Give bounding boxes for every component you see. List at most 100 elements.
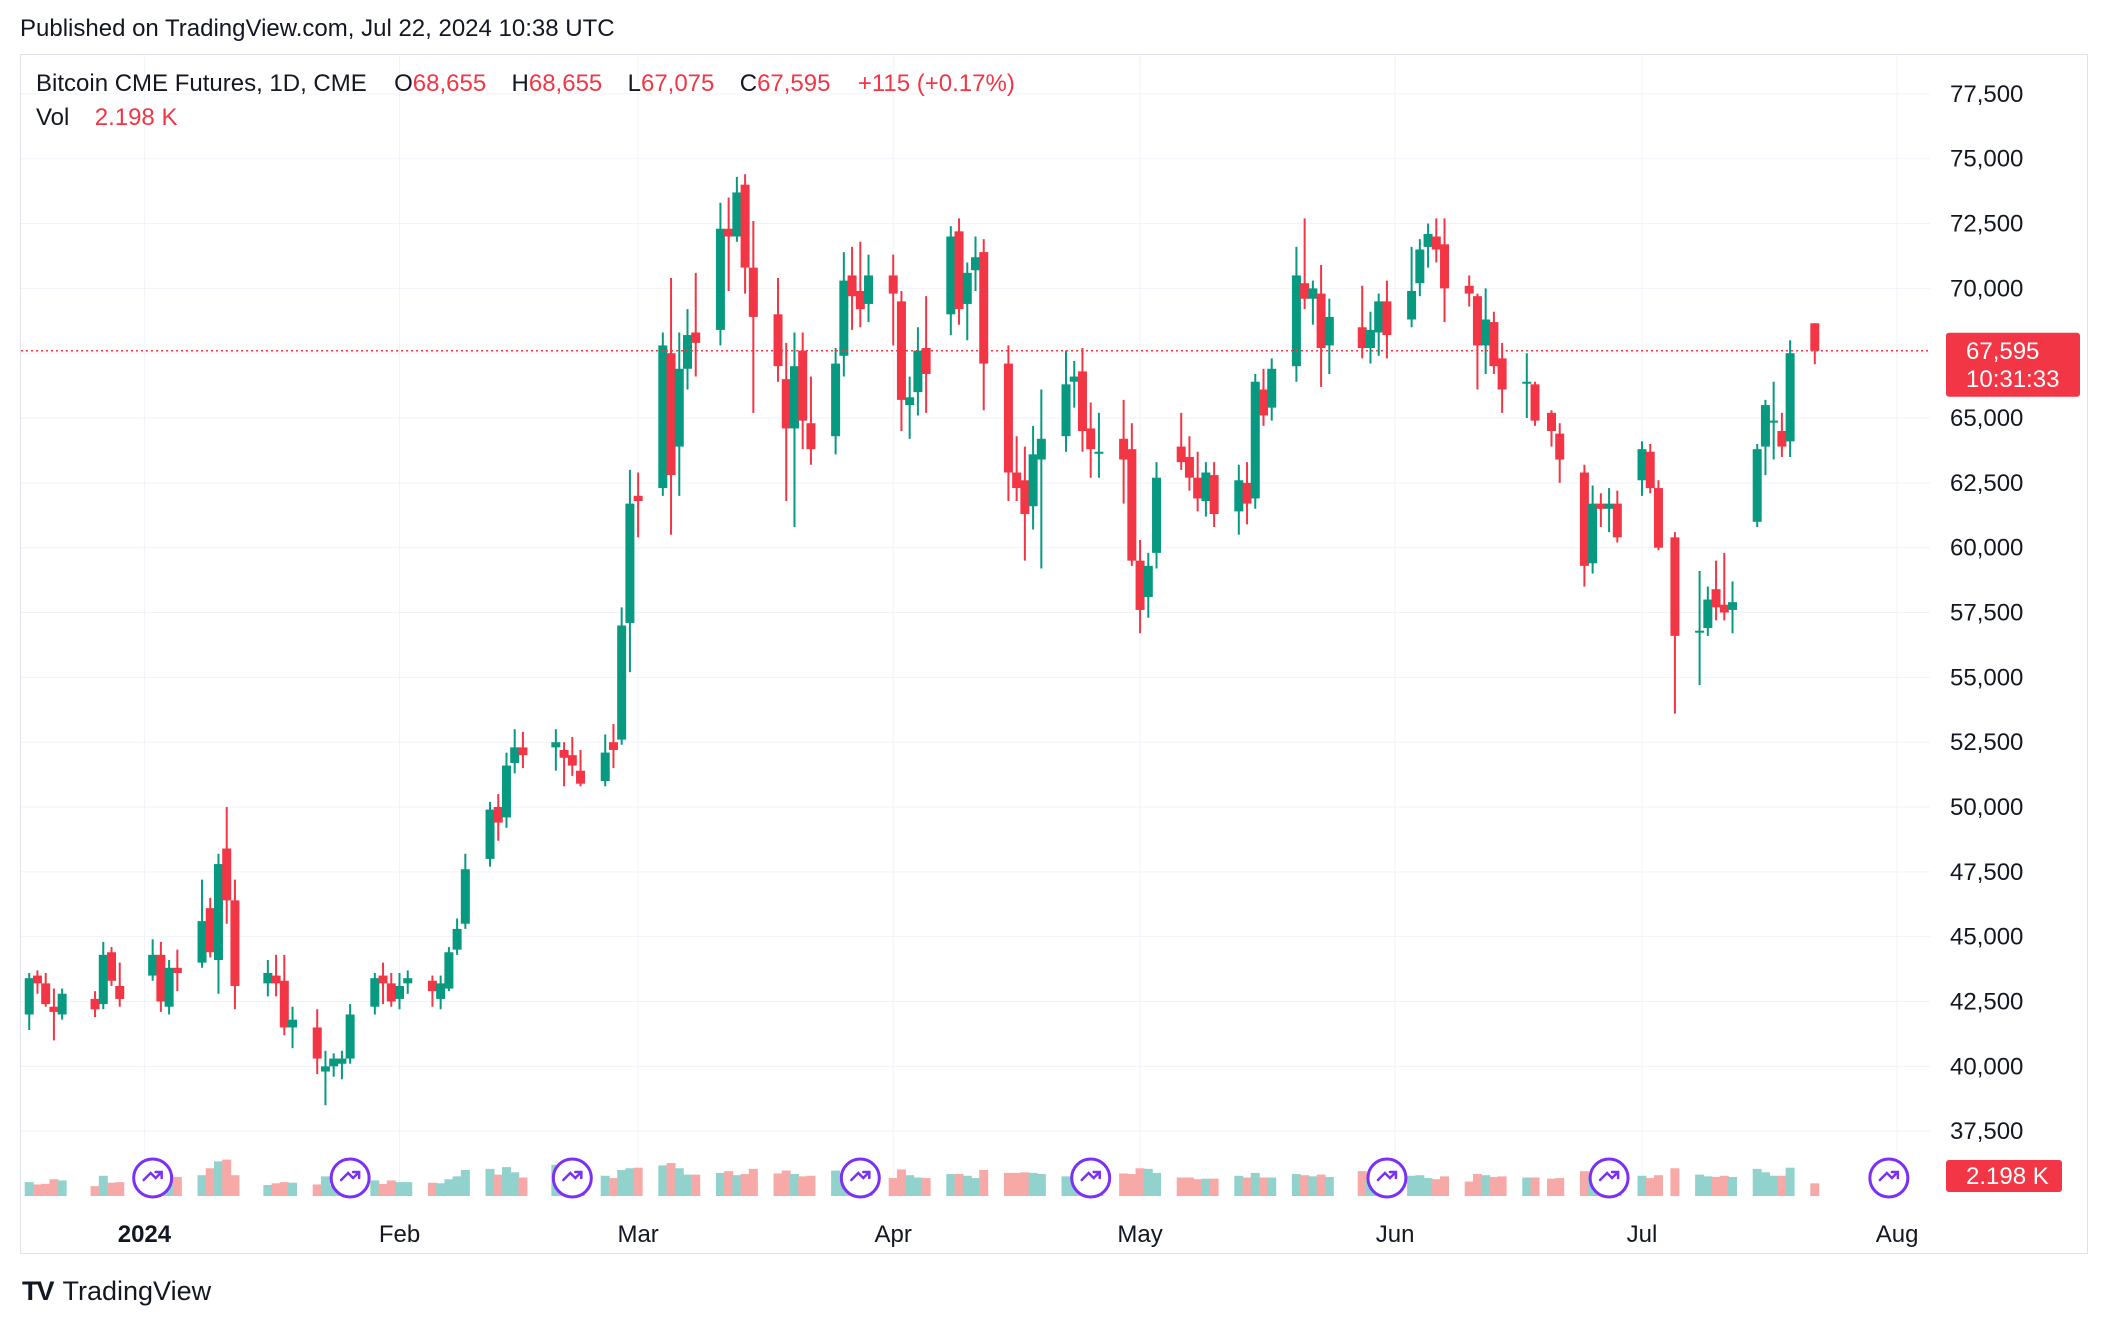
candle-body (1752, 449, 1762, 522)
volume-bar (312, 1184, 322, 1196)
change-value: +115 (+0.17%) (857, 70, 1015, 97)
volume-bar (740, 1174, 750, 1196)
candle-body (847, 275, 857, 297)
volume-bar (1431, 1179, 1441, 1196)
candle-body (1234, 480, 1244, 512)
volume-bar (57, 1180, 67, 1196)
candle-body (1152, 477, 1162, 553)
date-tick-label: Jun (1376, 1221, 1415, 1248)
candle-body (683, 335, 693, 369)
volume-legend: Vol 2.198 K (36, 104, 177, 132)
candle-body (1127, 449, 1137, 561)
candle-body (1119, 438, 1129, 460)
volume-bar (1423, 1178, 1433, 1196)
volume-bar (1193, 1179, 1203, 1196)
high-label: H (511, 70, 529, 97)
volume-bar (1036, 1174, 1046, 1196)
volume-bar (789, 1174, 799, 1196)
candle-body (345, 1014, 355, 1059)
volume-bar (971, 1178, 980, 1196)
volume-bar (600, 1175, 610, 1196)
candle-body (1193, 477, 1203, 499)
tradingview-logo-icon: TV (22, 1276, 54, 1306)
volume-bar (370, 1180, 380, 1196)
volume-bar (1201, 1178, 1211, 1196)
candle-body (493, 807, 503, 823)
candle-body (921, 348, 931, 374)
volume-bar (386, 1180, 396, 1196)
candle-body (831, 363, 841, 437)
volume-bar (444, 1179, 454, 1196)
volume-bar (748, 1168, 758, 1196)
volume-bar (1357, 1171, 1367, 1196)
candle-body (1481, 319, 1491, 346)
volume-bar (1785, 1167, 1795, 1196)
candle-body (1300, 283, 1310, 299)
date-tick-label: Mar (617, 1221, 658, 1248)
candle-body (90, 998, 100, 1010)
volume-bar (1184, 1177, 1194, 1196)
price-tick-label: 72,500 (1950, 211, 2023, 238)
candle-body (1769, 420, 1779, 423)
volume-bar (806, 1175, 816, 1196)
candle-body (864, 275, 874, 304)
candle-body (164, 967, 174, 1007)
event-arrow-icon (850, 1170, 871, 1182)
volume-bar (378, 1183, 388, 1196)
volume-bar (1415, 1175, 1425, 1196)
candle-body (625, 503, 635, 623)
candle-body (559, 749, 569, 758)
event-arrow-icon (1376, 1170, 1398, 1182)
candle-body (1028, 454, 1038, 507)
candle-body (674, 368, 684, 447)
candle-body (946, 236, 956, 315)
event-arrow-icon (1598, 1170, 1620, 1182)
candle-body (732, 192, 742, 237)
candle-body (1324, 316, 1334, 346)
volume-bar (1645, 1178, 1655, 1196)
candle-body (1596, 503, 1606, 509)
candle-body (1020, 480, 1030, 514)
candle-body (617, 625, 627, 740)
candle-body (1365, 329, 1375, 349)
candle-body (213, 864, 223, 961)
high-value: 68,655 (528, 70, 603, 97)
volume-bar (1464, 1181, 1474, 1196)
candle-body (962, 272, 972, 304)
volume-bar (1242, 1177, 1252, 1196)
candle-body (205, 908, 215, 953)
candle-body (41, 983, 51, 1005)
volume-bar (1012, 1172, 1022, 1196)
volume-bar (518, 1177, 528, 1196)
candle-body (789, 366, 799, 429)
price-tick-label: 52,500 (1950, 729, 2023, 756)
volume-bar (1127, 1174, 1137, 1196)
candle-body (444, 952, 454, 989)
volume-bar (1752, 1168, 1762, 1196)
candle-body (172, 967, 182, 973)
volume-bar (452, 1176, 462, 1196)
candle-body (913, 350, 923, 393)
candle-body (1522, 381, 1532, 384)
volume-bar (107, 1182, 117, 1196)
footer-brand[interactable]: TV TradingView (22, 1276, 211, 1307)
event-icon (1366, 1157, 1408, 1199)
date-tick-label: Aug (1876, 1221, 1919, 1248)
candle-body (1176, 446, 1186, 463)
volume-bar (1711, 1176, 1721, 1196)
volume-bar (1028, 1172, 1038, 1196)
candle-body (608, 742, 618, 750)
candle-body (551, 742, 561, 748)
candle-body (312, 1027, 322, 1059)
candle-body (1785, 353, 1795, 442)
volume-bar (1810, 1183, 1820, 1196)
volume-bar (1653, 1175, 1663, 1196)
candle-body (263, 972, 273, 984)
volume-bar (1546, 1178, 1556, 1196)
volume-bar (1703, 1176, 1713, 1196)
candle-body (24, 978, 34, 1015)
candle-body (148, 954, 158, 976)
volume-bar (427, 1182, 437, 1196)
candle-body (1077, 371, 1087, 432)
